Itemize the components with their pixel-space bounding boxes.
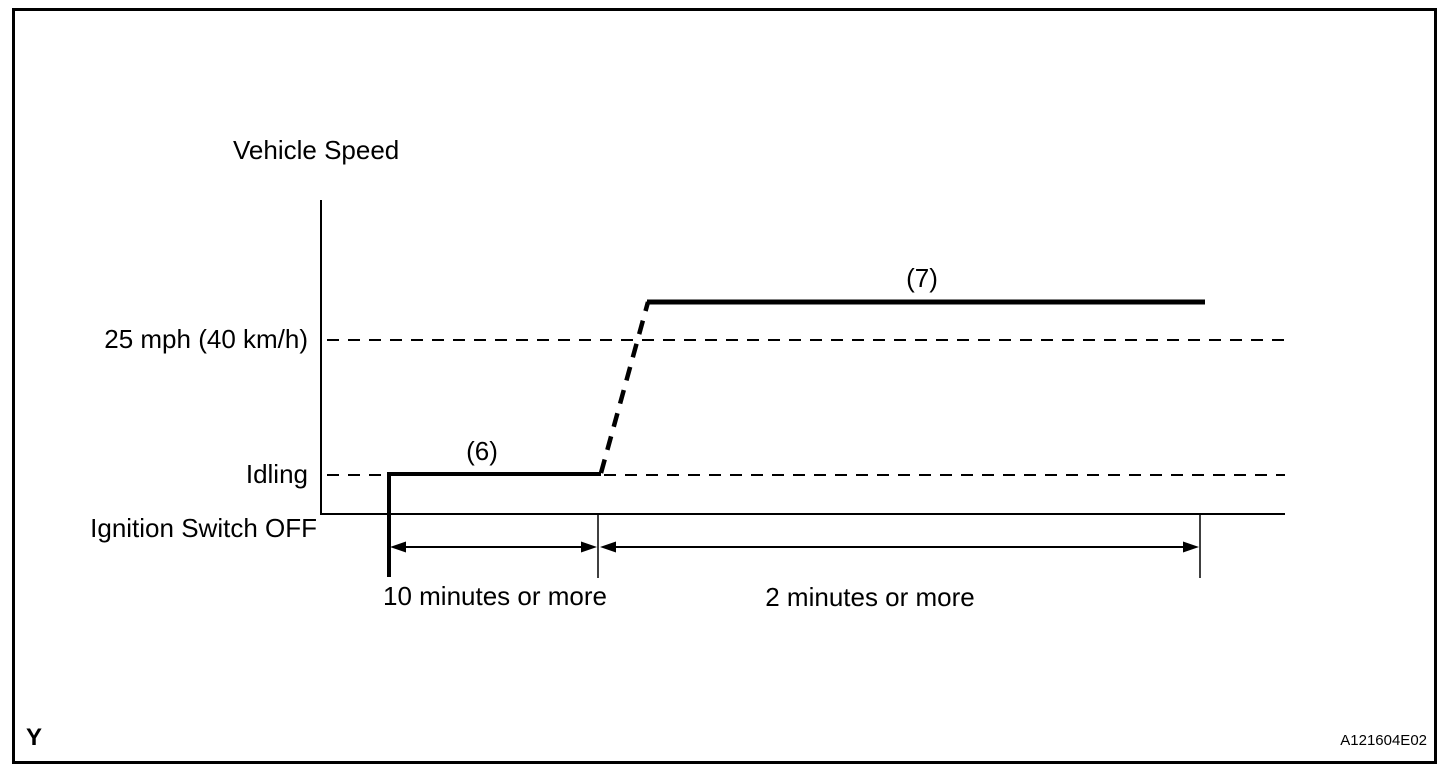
segment-7-label: (7) xyxy=(906,263,938,293)
drive-duration-arrowhead-right-icon xyxy=(1183,541,1199,553)
idle-duration-arrowhead-left-icon xyxy=(390,541,406,553)
ignition-switch-off-label: Ignition Switch OFF xyxy=(90,513,317,543)
drive-duration-arrowhead-left-icon xyxy=(600,541,616,553)
figure-id: A121604E02 xyxy=(1340,732,1427,749)
axis-title: Vehicle Speed xyxy=(233,135,400,165)
page-marker: Y xyxy=(26,724,43,751)
idling-label: Idling xyxy=(245,459,308,489)
drive-duration-label: 2 minutes or more xyxy=(765,582,975,612)
speed-threshold-label: 25 mph (40 km/h) xyxy=(104,324,308,354)
segment-6-label: (6) xyxy=(466,436,498,466)
idle-duration-label: 10 minutes or more xyxy=(383,581,607,611)
idle-duration-arrowhead-right-icon xyxy=(581,541,597,553)
figure-border xyxy=(12,8,1437,764)
trace-acceleration-dashed xyxy=(598,301,651,474)
